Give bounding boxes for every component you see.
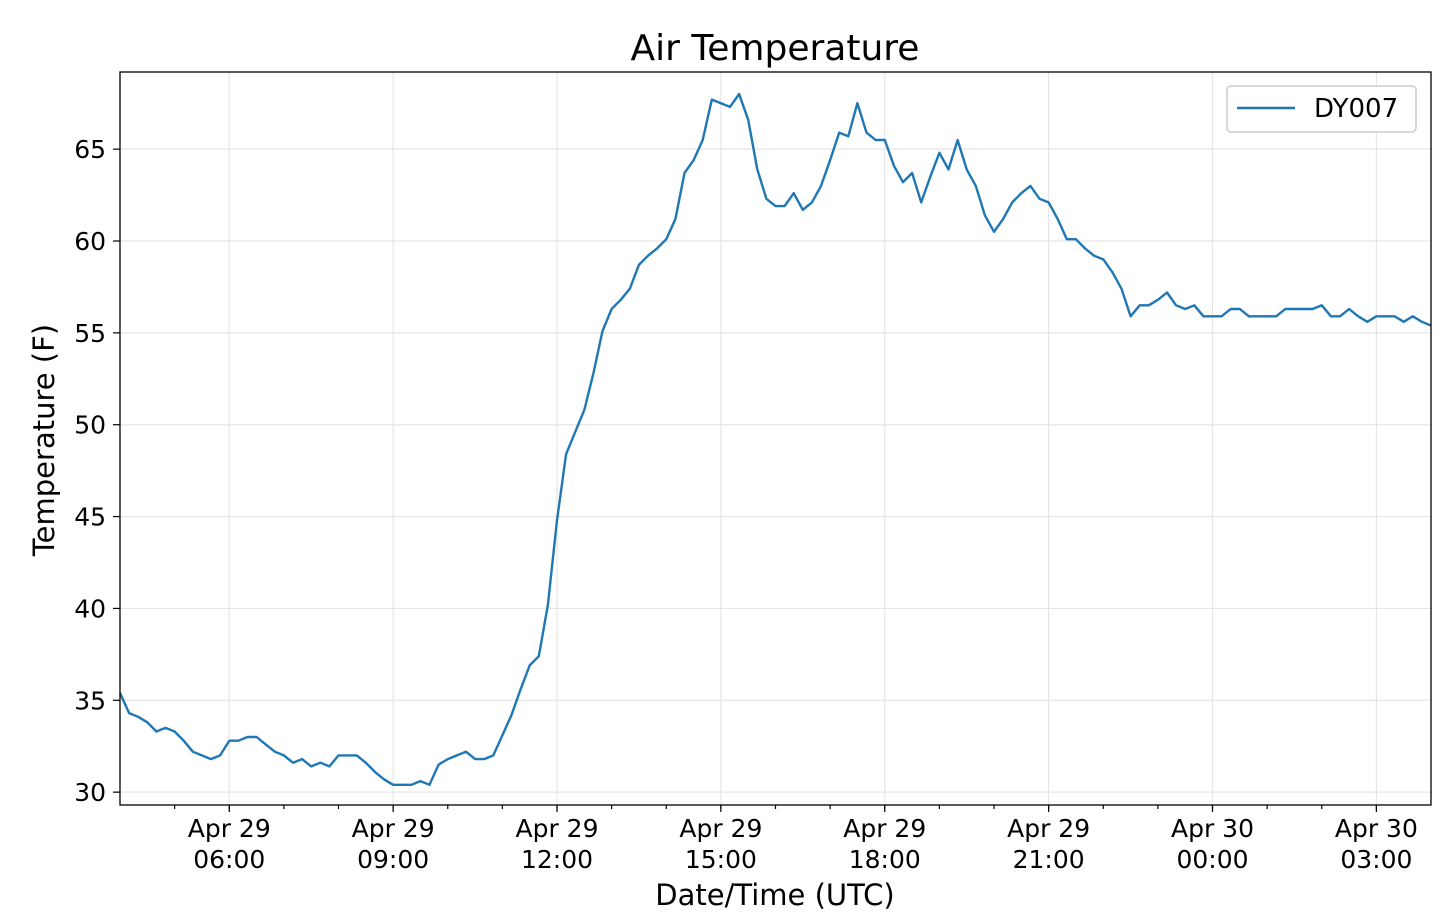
x-tick-label-date: Apr 29 <box>1007 814 1090 843</box>
x-tick-label-date: Apr 29 <box>679 814 762 843</box>
y-tick-label: 40 <box>74 594 106 623</box>
x-tick-label-time: 00:00 <box>1176 845 1248 874</box>
x-tick-label-date: Apr 29 <box>843 814 926 843</box>
x-tick-label-date: Apr 29 <box>515 814 598 843</box>
y-tick-label: 50 <box>74 411 106 440</box>
x-tick-label-date: Apr 29 <box>188 814 271 843</box>
legend: DY007 <box>1226 85 1417 133</box>
y-tick-label: 45 <box>74 503 106 532</box>
x-tick-label-time: 06:00 <box>193 845 265 874</box>
y-tick-label: 30 <box>74 778 106 807</box>
legend-label: DY007 <box>1314 94 1398 124</box>
y-tick-label: 60 <box>74 227 106 256</box>
y-axis-label: Temperature (F) <box>27 324 61 557</box>
chart-title: Air Temperature <box>631 28 920 69</box>
y-tick-label: 35 <box>74 686 106 715</box>
x-axis-label: Date/Time (UTC) <box>655 878 894 912</box>
x-tick-label-date: Apr 30 <box>1171 814 1254 843</box>
x-tick-label-time: 03:00 <box>1340 845 1412 874</box>
series-layer <box>118 92 1432 786</box>
x-tick-label-date: Apr 30 <box>1335 814 1418 843</box>
x-tick-label-time: 09:00 <box>357 845 429 874</box>
y-tick-label: 55 <box>74 319 106 348</box>
grid-lines <box>120 72 1431 805</box>
plot-frame <box>119 71 1432 806</box>
x-tick-label-time: 15:00 <box>685 845 757 874</box>
x-tick-label-date: Apr 29 <box>352 814 435 843</box>
series-line-dy007 <box>118 92 1432 786</box>
x-tick-label-time: 21:00 <box>1013 845 1085 874</box>
legend-box <box>1226 85 1417 133</box>
y-tick-label: 65 <box>74 135 106 164</box>
x-tick-label-time: 18:00 <box>849 845 921 874</box>
x-tick-label-time: 12:00 <box>521 845 593 874</box>
y-axis-ticks: 30 35 40 45 50 55 60 65 <box>74 135 120 807</box>
